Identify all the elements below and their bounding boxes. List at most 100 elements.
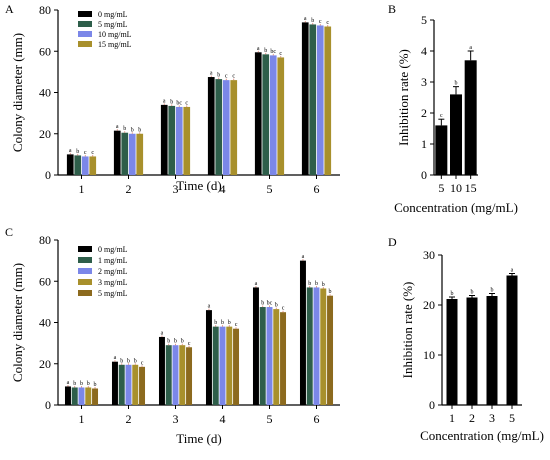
y-tick-label: 0 bbox=[45, 168, 51, 182]
bar bbox=[158, 336, 165, 405]
bar bbox=[66, 154, 74, 175]
significance-label: b bbox=[127, 358, 130, 364]
significance-label: a bbox=[69, 148, 72, 154]
x-tick-label: 4 bbox=[220, 182, 226, 196]
bar bbox=[269, 55, 277, 175]
bar bbox=[450, 94, 462, 175]
significance-label: b bbox=[261, 301, 264, 307]
bar bbox=[316, 25, 324, 175]
bar bbox=[186, 347, 193, 405]
bar bbox=[215, 79, 223, 175]
bar bbox=[464, 60, 477, 175]
significance-label: a bbox=[511, 268, 514, 274]
significance-label: c bbox=[84, 150, 87, 156]
significance-label: b bbox=[94, 382, 97, 388]
bar bbox=[183, 106, 191, 175]
significance-label: b bbox=[174, 339, 177, 345]
significance-label: c bbox=[235, 322, 238, 328]
significance-label: b bbox=[228, 320, 231, 326]
significance-label: a bbox=[257, 46, 260, 52]
bar bbox=[327, 295, 334, 405]
significance-label: a bbox=[210, 71, 213, 77]
legend-entry: 15 mg/mL bbox=[98, 40, 132, 49]
significance-label: c bbox=[141, 360, 144, 366]
y-tick-label: 40 bbox=[39, 316, 51, 330]
significance-label: c bbox=[232, 74, 235, 80]
bar bbox=[81, 156, 89, 175]
significance-label: b bbox=[264, 48, 267, 54]
significance-label: b bbox=[138, 127, 141, 133]
significance-label: b bbox=[73, 381, 76, 387]
bar bbox=[233, 328, 240, 405]
y-tick-label: 60 bbox=[39, 44, 51, 58]
significance-label: b bbox=[120, 358, 123, 364]
significance-label: bc bbox=[176, 100, 182, 106]
y-tick-label: 30 bbox=[423, 248, 435, 262]
x-tick-label: 3 bbox=[489, 411, 495, 425]
bar bbox=[179, 345, 186, 405]
significance-label: a bbox=[114, 355, 117, 361]
significance-label: c bbox=[282, 306, 285, 312]
significance-label: b bbox=[322, 282, 325, 288]
bar bbox=[252, 287, 259, 405]
bar bbox=[212, 326, 219, 405]
y-tick-label: 0 bbox=[421, 168, 427, 182]
y-tick-label: 60 bbox=[39, 274, 51, 288]
y-tick-label: 80 bbox=[39, 233, 51, 247]
significance-label: b bbox=[181, 339, 184, 345]
significance-label: b bbox=[491, 288, 494, 294]
bar bbox=[486, 296, 498, 405]
bar bbox=[64, 386, 71, 405]
significance-label: c bbox=[319, 19, 322, 25]
legend-swatch bbox=[78, 257, 92, 263]
panel-letter-d: D bbox=[388, 235, 397, 249]
x-tick-label: 5 bbox=[438, 181, 444, 195]
legend-swatch bbox=[78, 41, 92, 47]
x-tick-label: 5 bbox=[509, 411, 515, 425]
legend-swatch bbox=[78, 11, 92, 17]
legend-swatch bbox=[78, 31, 92, 37]
x-tick-label: 5 bbox=[267, 182, 273, 196]
bar bbox=[324, 26, 332, 175]
significance-label: bc bbox=[267, 301, 273, 307]
significance-label: b bbox=[170, 99, 173, 105]
bar bbox=[506, 275, 518, 405]
significance-label: a bbox=[116, 124, 119, 130]
y-axis-title: Inhibition rate (%) bbox=[400, 282, 415, 379]
y-tick-label: 20 bbox=[423, 298, 435, 312]
significance-label: b bbox=[275, 303, 278, 309]
x-tick-label: 15 bbox=[465, 181, 477, 195]
legend-entry: 1 mg/mL bbox=[98, 256, 128, 265]
significance-label: b bbox=[131, 127, 134, 133]
significance-label: b bbox=[221, 320, 224, 326]
significance-label: a bbox=[302, 254, 305, 260]
panel-letter-c: C bbox=[5, 225, 13, 239]
significance-label: c bbox=[440, 113, 443, 119]
bar bbox=[226, 326, 233, 405]
significance-label: b bbox=[315, 281, 318, 287]
bar bbox=[111, 361, 118, 405]
significance-label: a bbox=[67, 380, 70, 386]
significance-label: b bbox=[311, 18, 314, 24]
y-tick-label: 1 bbox=[421, 137, 427, 151]
legend-swatch bbox=[78, 290, 92, 296]
bar bbox=[273, 309, 280, 405]
significance-label: b bbox=[87, 381, 90, 387]
significance-label: b bbox=[80, 381, 83, 387]
bar bbox=[222, 80, 230, 175]
y-tick-label: 80 bbox=[39, 3, 51, 17]
bar bbox=[435, 125, 448, 175]
significance-label: c bbox=[91, 150, 94, 156]
y-tick-label: 4 bbox=[421, 44, 427, 58]
bar bbox=[219, 326, 226, 405]
legend-entry: 0 mg/mL bbox=[98, 245, 128, 254]
significance-label: c bbox=[279, 51, 282, 57]
legend-entry: 3 mg/mL bbox=[98, 278, 128, 287]
x-tick-label: 2 bbox=[469, 411, 475, 425]
bar bbox=[139, 366, 146, 405]
bar bbox=[78, 387, 85, 405]
x-axis-title: Concentration (mg/mL) bbox=[394, 200, 518, 215]
x-tick-label: 1 bbox=[79, 412, 85, 426]
y-tick-label: 10 bbox=[423, 348, 435, 362]
bar bbox=[175, 106, 183, 175]
